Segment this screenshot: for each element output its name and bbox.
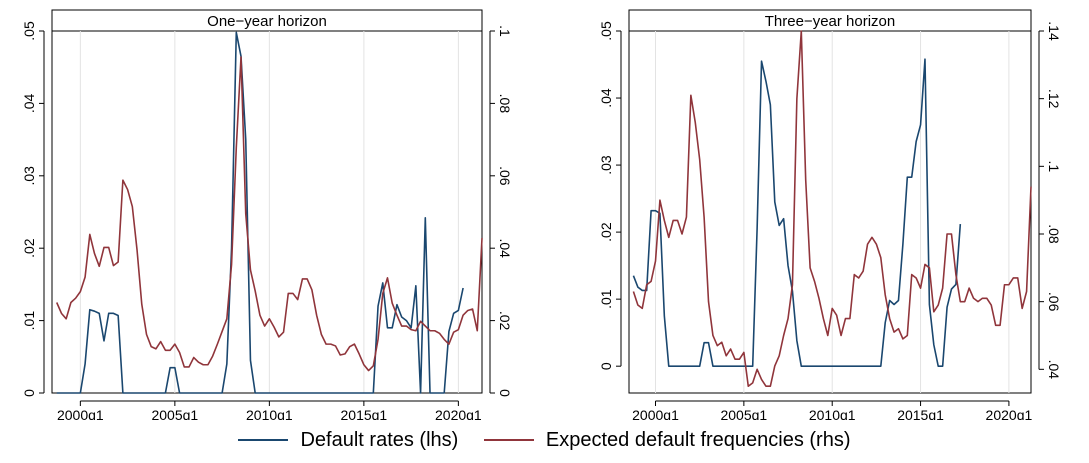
x-tick-label: 2015q1 — [341, 407, 388, 420]
left-tick-label: .04 — [21, 93, 37, 113]
right-tick-label: .1 — [497, 25, 513, 37]
left-tick-label: .01 — [598, 289, 614, 309]
right-tick-label: .08 — [497, 94, 513, 114]
chart-canvas: One−year horizon 0 .01 .02 .03 .04 .05 0 .02 .04.… — [21, 9, 1062, 423]
series-line-edf — [55, 56, 483, 372]
x-tick-label: 2020q1 — [435, 407, 482, 420]
right-tick-label: .08 — [1046, 224, 1062, 244]
series-line-default-rates — [56, 31, 464, 394]
right-tick-label: 0 — [497, 389, 513, 397]
right-tick-label: .06 — [1046, 292, 1062, 312]
legend-label-default-rates: Default rates (lhs) — [300, 428, 459, 451]
left-tick-label: 0 — [598, 362, 614, 370]
legend-item-edf: Expected default frequencies (rhs) — [483, 428, 851, 452]
legend-label-edf: Expected default frequencies (rhs) — [545, 428, 851, 451]
legend-swatch-default-rates — [238, 439, 289, 441]
x-tick-label: 2010q1 — [246, 407, 293, 420]
x-tick-label: 2005q1 — [151, 407, 198, 420]
left-tick-label: 0 — [21, 389, 37, 397]
panel-title: Three−year horizon — [765, 13, 896, 30]
left-tick-label: .03 — [21, 166, 37, 186]
legend: Default rates (lhs) Expected default fre… — [0, 424, 1089, 452]
plot-frame — [628, 30, 1032, 394]
right-tick-label: .02 — [497, 311, 513, 331]
left-tick-label: .03 — [598, 155, 614, 175]
left-tick-label: .01 — [21, 311, 37, 331]
left-tick-label: .02 — [598, 222, 614, 242]
chart-panel-2: Three−year horizon 0 .01 .02 .03 .04 .05 .04 .06… — [598, 9, 1062, 423]
left-tick-label: .04 — [598, 88, 614, 108]
right-tick-label: .06 — [497, 166, 513, 186]
x-tick-label: 2020q1 — [986, 407, 1033, 420]
legend-swatch-edf — [483, 439, 534, 441]
chart-panel-1: One−year horizon 0 .01 .02 .03 .04 .05 0 .02 .04.… — [21, 9, 513, 423]
x-tick-label: 2015q1 — [897, 407, 944, 420]
x-tick-label: 2000q1 — [632, 407, 679, 420]
right-tick-label: .12 — [1046, 89, 1062, 109]
right-tick-label: .14 — [1046, 21, 1062, 41]
right-tick-label: .1 — [1046, 160, 1062, 172]
legend-item-default-rates: Default rates (lhs) — [238, 429, 458, 452]
x-tick-label: 2000q1 — [57, 407, 104, 420]
left-tick-label: .02 — [21, 238, 37, 258]
panel-title: One−year horizon — [207, 13, 327, 30]
right-tick-label: .04 — [497, 238, 513, 258]
left-tick-label: .05 — [21, 21, 37, 41]
right-tick-label: .04 — [1046, 360, 1062, 380]
series-line-default-rates — [632, 58, 962, 367]
x-tick-label: 2010q1 — [809, 407, 856, 420]
x-tick-label: 2005q1 — [720, 407, 767, 420]
series-line-edf — [632, 30, 1032, 388]
left-tick-label: .05 — [598, 21, 614, 41]
